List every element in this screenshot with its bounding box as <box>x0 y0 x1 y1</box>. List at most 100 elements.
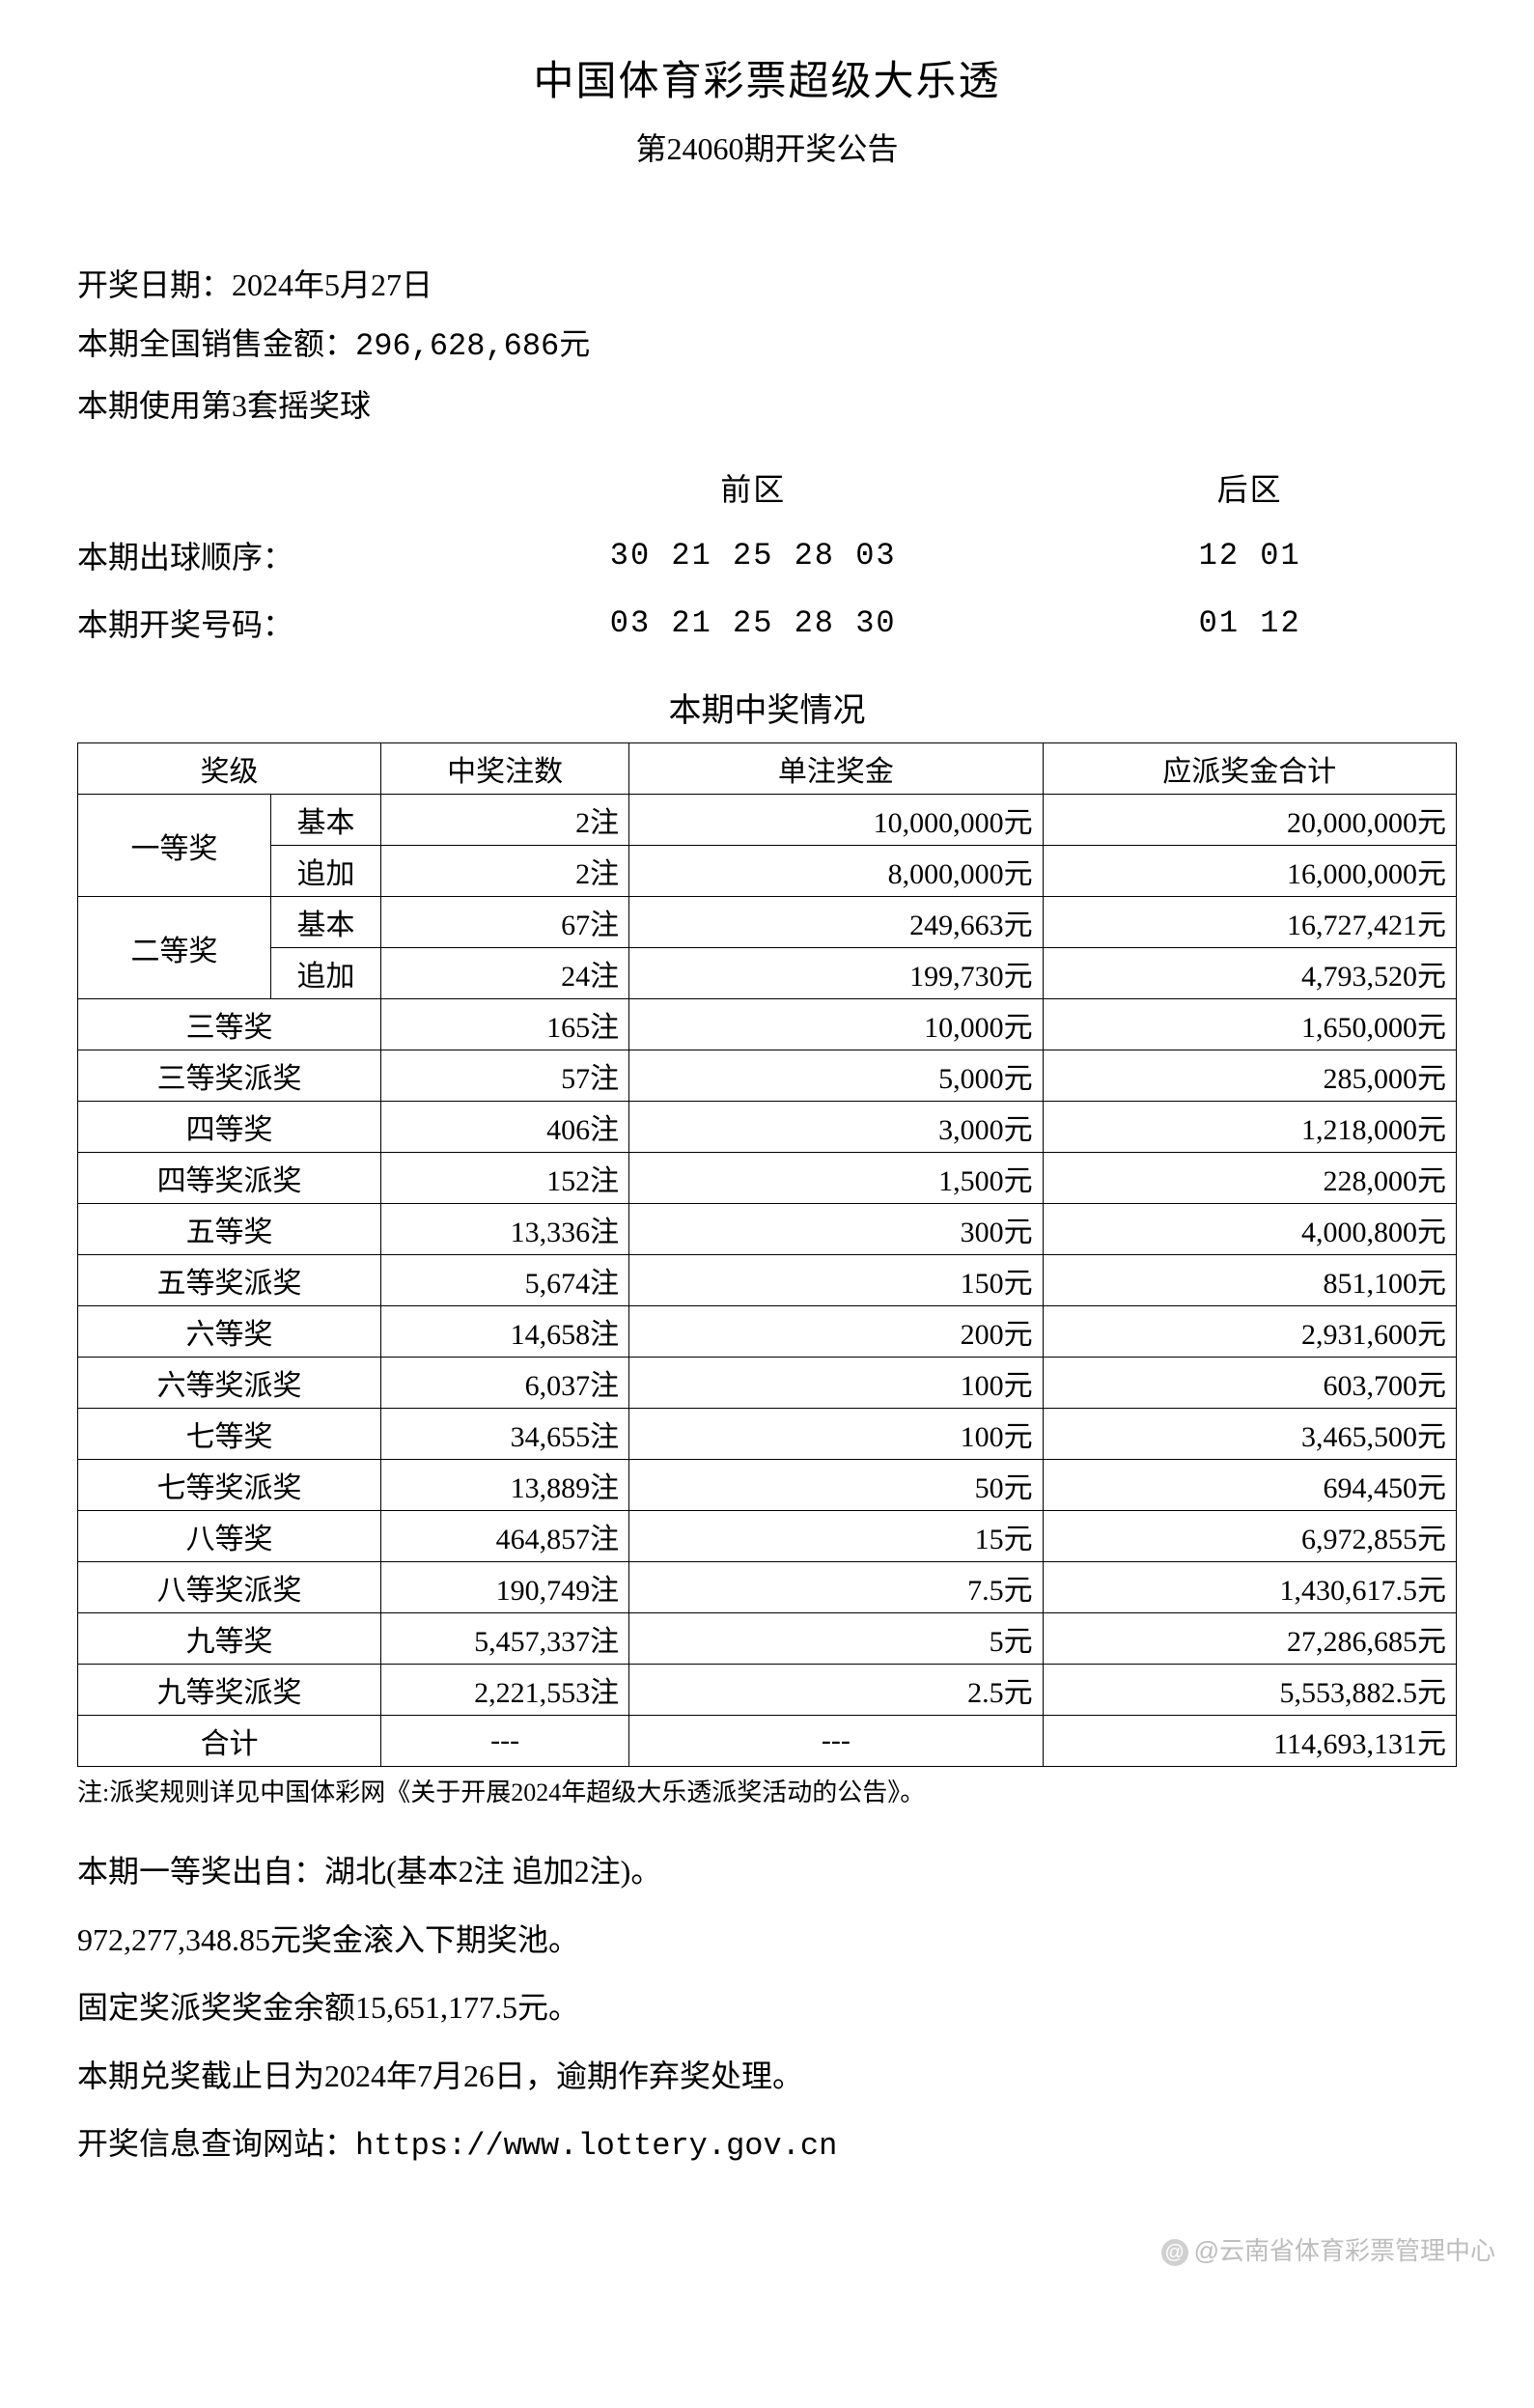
prize-table: 奖级 中奖注数 单注奖金 应派奖金合计 一等奖 基本 2注 10,000,000… <box>77 742 1457 1767</box>
prize-level: 三等奖派奖 <box>78 1050 381 1102</box>
second-add-sub: 追加 <box>270 948 380 999</box>
website-url: https://www.lottery.gov.cn <box>355 2128 837 2164</box>
draw-order-front: 30 21 25 28 03 <box>463 521 1043 589</box>
prize-total: 228,000元 <box>1043 1153 1456 1204</box>
prize-total: 1,430,617.5元 <box>1043 1562 1456 1613</box>
sum-count: --- <box>381 1716 629 1767</box>
th-total: 应派奖金合计 <box>1043 743 1456 795</box>
winning-numbers-front: 03 21 25 28 30 <box>463 589 1043 657</box>
prize-unit: 5,000元 <box>629 1050 1043 1102</box>
prize-unit: 150元 <box>629 1255 1043 1306</box>
draw-order-label: 本期出球顺序： <box>77 521 463 589</box>
prize-section-title: 本期中奖情况 <box>77 684 1457 731</box>
first-basic-total: 20,000,000元 <box>1043 795 1456 846</box>
first-add-sub: 追加 <box>270 846 380 897</box>
prize-level: 七等奖派奖 <box>78 1460 381 1511</box>
prize-count: 5,674注 <box>381 1255 629 1306</box>
prize-level: 九等奖派奖 <box>78 1665 381 1716</box>
winning-numbers-back: 01 12 <box>1043 589 1457 657</box>
website-label: 开奖信息查询网站： <box>77 2126 355 2161</box>
prize-total: 27,286,685元 <box>1043 1613 1456 1665</box>
lottery-announcement-page: 中国体育彩票超级大乐透 第24060期开奖公告 开奖日期：2024年5月27日 … <box>0 0 1534 2296</box>
prize-unit: 2.5元 <box>629 1665 1043 1716</box>
prize-level: 五等奖派奖 <box>78 1255 381 1306</box>
sales-line: 本期全国销售金额：296,628,686元 <box>77 315 1457 377</box>
claim-deadline: 本期兑奖截止日为2024年7月26日，逾期作弃奖处理。 <box>77 2042 1457 2110</box>
table-row: 一等奖 基本 2注 10,000,000元 20,000,000元 <box>78 795 1457 846</box>
prize-level: 八等奖 <box>78 1511 381 1562</box>
table-row: 六等奖派奖6,037注100元603,700元 <box>78 1358 1457 1409</box>
prize-total: 4,000,800元 <box>1043 1204 1456 1255</box>
table-row: 二等奖 基本 67注 249,663元 16,727,421元 <box>78 897 1457 948</box>
prize-count: 406注 <box>381 1102 629 1153</box>
prize-total: 285,000元 <box>1043 1050 1456 1102</box>
watermark-text: @云南省体育彩票管理中心 <box>1194 2236 1495 2265</box>
draw-date-value: 2024年5月27日 <box>232 267 432 302</box>
prize-level: 九等奖 <box>78 1613 381 1665</box>
prize-count: 34,655注 <box>381 1409 629 1460</box>
rollover-amount: 972,277,348.85元奖金滚入下期奖池。 <box>77 1906 1457 1974</box>
prize-level: 六等奖 <box>78 1306 381 1358</box>
first-basic-sub: 基本 <box>270 795 380 846</box>
draw-date-line: 开奖日期：2024年5月27日 <box>77 256 1457 315</box>
table-row: 三等奖165注10,000元1,650,000元 <box>78 999 1457 1050</box>
prize-level: 六等奖派奖 <box>78 1358 381 1409</box>
prize-total: 603,700元 <box>1043 1358 1456 1409</box>
table-row: 四等奖派奖152注1,500元228,000元 <box>78 1153 1457 1204</box>
sum-total: 114,693,131元 <box>1043 1716 1456 1767</box>
second-add-count: 24注 <box>381 948 629 999</box>
first-add-count: 2注 <box>381 846 629 897</box>
prize-count: 2,221,553注 <box>381 1665 629 1716</box>
prize-total: 1,650,000元 <box>1043 999 1456 1050</box>
th-count: 中奖注数 <box>381 743 629 795</box>
page-title: 中国体育彩票超级大乐透 <box>77 48 1457 107</box>
first-basic-unit: 10,000,000元 <box>629 795 1043 846</box>
prize-level: 七等奖 <box>78 1409 381 1460</box>
back-area-header: 后区 <box>1043 454 1457 521</box>
table-row: 八等奖464,857注15元6,972,855元 <box>78 1511 1457 1562</box>
table-row: 七等奖派奖13,889注50元694,450元 <box>78 1460 1457 1511</box>
second-add-unit: 199,730元 <box>629 948 1043 999</box>
prize-count: 13,889注 <box>381 1460 629 1511</box>
prize-total: 694,450元 <box>1043 1460 1456 1511</box>
second-basic-sub: 基本 <box>270 897 380 948</box>
winning-numbers-label: 本期开奖号码： <box>77 589 463 657</box>
prize-unit: 200元 <box>629 1306 1043 1358</box>
table-row: 七等奖34,655注100元3,465,500元 <box>78 1409 1457 1460</box>
first-prize-label: 一等奖 <box>78 795 271 897</box>
sum-label: 合计 <box>78 1716 381 1767</box>
table-row: 九等奖派奖2,221,553注2.5元5,553,882.5元 <box>78 1665 1457 1716</box>
prize-count: 13,336注 <box>381 1204 629 1255</box>
prize-unit: 50元 <box>629 1460 1043 1511</box>
table-row: 追加 24注 199,730元 4,793,520元 <box>78 948 1457 999</box>
prize-count: 464,857注 <box>381 1511 629 1562</box>
prize-total: 1,218,000元 <box>1043 1102 1456 1153</box>
second-basic-count: 67注 <box>381 897 629 948</box>
watermark: @@云南省体育彩票管理中心 <box>1161 2231 1495 2267</box>
draw-date-label: 开奖日期： <box>77 267 232 302</box>
table-header-row: 奖级 中奖注数 单注奖金 应派奖金合计 <box>78 743 1457 795</box>
prize-count: 14,658注 <box>381 1306 629 1358</box>
first-add-unit: 8,000,000元 <box>629 846 1043 897</box>
sum-unit: --- <box>629 1716 1043 1767</box>
th-level: 奖级 <box>78 743 381 795</box>
first-basic-count: 2注 <box>381 795 629 846</box>
table-row: 六等奖14,658注200元2,931,600元 <box>78 1306 1457 1358</box>
prize-unit: 1,500元 <box>629 1153 1043 1204</box>
sales-label: 本期全国销售金额： <box>77 326 355 361</box>
prize-total: 6,972,855元 <box>1043 1511 1456 1562</box>
prize-unit: 7.5元 <box>629 1562 1043 1613</box>
prize-count: 152注 <box>381 1153 629 1204</box>
footnote: 注:派奖规则详见中国体彩网《关于开展2024年超级大乐透派奖活动的公告》。 <box>77 1773 1457 1808</box>
table-row: 五等奖派奖5,674注150元851,100元 <box>78 1255 1457 1306</box>
second-basic-total: 16,727,421元 <box>1043 897 1456 948</box>
table-row: 追加 2注 8,000,000元 16,000,000元 <box>78 846 1457 897</box>
sales-amount: 296,628,686元 <box>355 328 590 364</box>
prize-unit: 100元 <box>629 1358 1043 1409</box>
second-add-total: 4,793,520元 <box>1043 948 1456 999</box>
prize-level: 五等奖 <box>78 1204 381 1255</box>
numbers-table: 前区 后区 本期出球顺序： 30 21 25 28 03 12 01 本期开奖号… <box>77 454 1457 657</box>
info-block: 开奖日期：2024年5月27日 本期全国销售金额：296,628,686元 本期… <box>77 256 1457 434</box>
second-basic-unit: 249,663元 <box>629 897 1043 948</box>
prize-unit: 300元 <box>629 1204 1043 1255</box>
